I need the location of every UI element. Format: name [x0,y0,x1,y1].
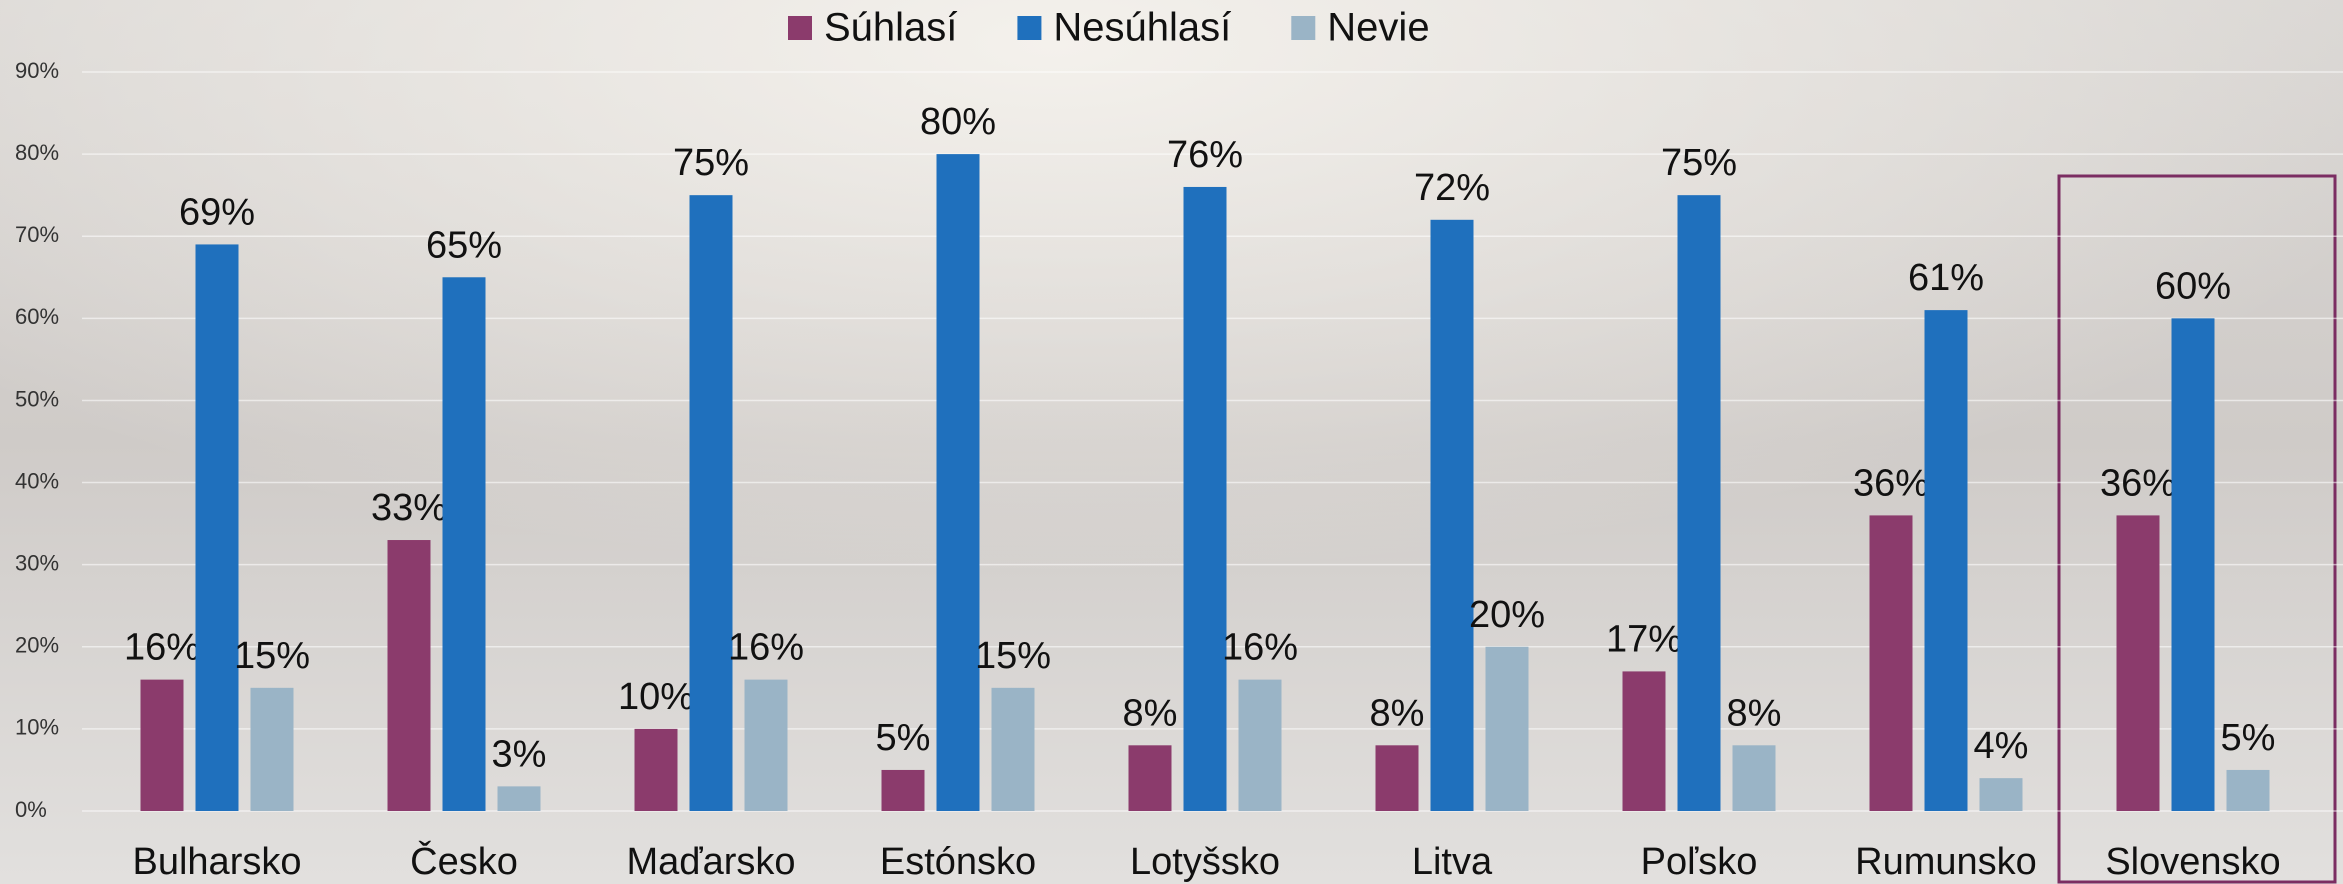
y-tick-label: 40% [15,468,59,493]
legend-swatch [1291,16,1315,40]
y-tick-label: 80% [15,140,59,165]
bar [1239,680,1282,811]
bar [1678,195,1721,811]
bar [1733,745,1776,811]
x-tick-label: Lotyšsko [1130,841,1280,883]
bar [937,154,980,811]
bar [388,540,431,811]
bar [1870,515,1913,811]
value-label: 16% [124,627,200,669]
x-tick-label: Česko [410,839,518,883]
x-tick-label: Poľsko [1641,841,1758,883]
y-tick-label: 0% [15,797,47,822]
bar [1129,745,1172,811]
y-tick-label: 30% [15,550,59,575]
value-label: 65% [426,224,502,266]
value-label: 17% [1606,618,1682,660]
value-label: 16% [1222,627,1298,669]
value-label: 16% [728,627,804,669]
value-label: 33% [371,487,447,529]
y-tick-label: 60% [15,304,59,329]
bar [1486,647,1529,811]
legend-swatch [1017,16,1041,40]
value-label: 15% [234,635,310,677]
value-label: 4% [1974,725,2029,767]
y-tick-label: 10% [15,715,59,740]
legend-label: Nesúhlasí [1053,6,1231,50]
bar [690,195,733,811]
bar [882,770,925,811]
bar [1925,310,1968,811]
chart: 0% 10% 20% 30% 40% 50% 60% 70% 80% 90% Bulharsko 16… [0,0,2343,884]
bar [2172,318,2215,811]
value-label: 75% [1661,142,1737,184]
value-label: 80% [920,101,996,143]
value-label: 8% [1727,692,1782,734]
value-label: 72% [1414,167,1490,209]
x-tick-label: Bulharsko [133,841,302,883]
value-label: 8% [1123,692,1178,734]
value-label: 15% [975,635,1051,677]
x-tick-label: Litva [1412,841,1493,883]
value-label: 69% [179,191,255,233]
bar [2227,770,2270,811]
value-label: 3% [492,733,547,775]
value-label: 36% [2100,462,2176,504]
value-label: 5% [876,717,931,759]
bar [498,786,541,811]
bar [745,680,788,811]
y-tick-label: 50% [15,386,59,411]
value-label: 60% [2155,265,2231,307]
bar [1184,187,1227,811]
value-label: 8% [1370,692,1425,734]
page: {"chart_data": {"type": "bar", "categori… [0,0,2343,884]
value-label: 76% [1167,134,1243,176]
y-tick-label: 20% [15,633,59,658]
value-label: 36% [1853,462,1929,504]
legend-swatch [788,16,812,40]
x-tick-label: Estónsko [880,841,1036,883]
bar [141,680,184,811]
legend-label: Súhlasí [824,6,957,50]
value-label: 61% [1908,257,1984,299]
bar [992,688,1035,811]
bar [1623,671,1666,811]
x-tick-label: Maďarsko [626,841,795,883]
bar [635,729,678,811]
bar [2117,515,2160,811]
bar [251,688,294,811]
y-tick-label: 90% [15,58,59,83]
y-tick-label: 70% [15,222,59,247]
bar [1431,220,1474,811]
bar [443,277,486,811]
bar [1376,745,1419,811]
bar [196,244,239,811]
value-label: 10% [618,676,694,718]
value-label: 20% [1469,594,1545,636]
x-tick-label: Slovensko [2105,841,2280,883]
bar [1980,778,2023,811]
value-label: 75% [673,142,749,184]
x-tick-label: Rumunsko [1855,841,2037,883]
value-label: 5% [2221,717,2276,759]
legend-label: Nevie [1327,6,1429,50]
